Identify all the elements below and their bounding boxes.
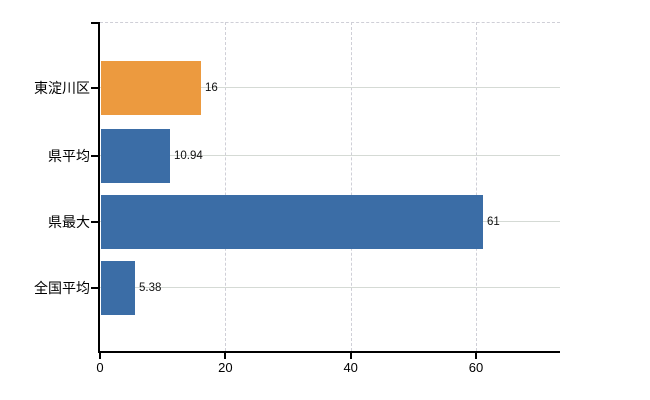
- x-tick-label: 60: [468, 360, 484, 375]
- vertical-gridline-40: [350, 22, 352, 351]
- plot-top-border: [100, 22, 560, 23]
- x-tick-label: 40: [343, 360, 358, 375]
- vertical-gridline-20: [225, 22, 227, 351]
- y-axis-top-tick: [91, 22, 98, 24]
- bar-4: [101, 261, 135, 315]
- horizontal-gridline: [100, 87, 560, 88]
- x-axis-tick-40: [349, 353, 352, 359]
- category-label: 県最大: [48, 214, 90, 230]
- value-label: 10.94: [174, 150, 203, 162]
- y-axis-line: [98, 22, 100, 352]
- vertical-gridline-60: [476, 22, 478, 351]
- x-axis-line: [98, 351, 560, 353]
- y-axis-tick: [91, 221, 98, 223]
- value-label: 61: [487, 216, 500, 228]
- value-label: 5.38: [139, 282, 162, 294]
- bar-3: [101, 195, 483, 249]
- horizontal-gridline: [100, 287, 560, 288]
- bar-1: [101, 61, 201, 115]
- x-tick-label: 0: [96, 360, 104, 375]
- y-axis-tick: [91, 87, 98, 89]
- y-axis-tick: [91, 155, 98, 157]
- category-label: 全国平均: [34, 280, 90, 296]
- value-label: 16: [205, 82, 218, 94]
- category-label: 県平均: [48, 148, 90, 164]
- x-axis-tick-20: [224, 353, 227, 359]
- x-axis-tick-0: [99, 353, 101, 359]
- bar-2: [101, 129, 170, 183]
- x-tick-label: 20: [218, 360, 233, 375]
- horizontal-gridline: [100, 155, 560, 156]
- x-axis-tick-60: [475, 353, 478, 359]
- category-label: 東淀川区: [34, 80, 90, 96]
- y-axis-tick: [91, 287, 98, 289]
